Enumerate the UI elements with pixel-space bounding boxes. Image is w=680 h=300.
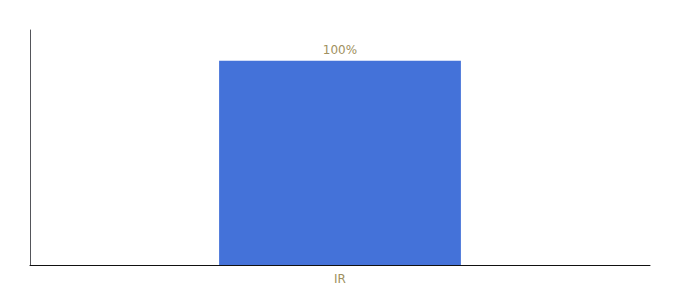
svg-text:100%: 100% <box>323 43 357 57</box>
svg-text:IR: IR <box>334 272 346 286</box>
